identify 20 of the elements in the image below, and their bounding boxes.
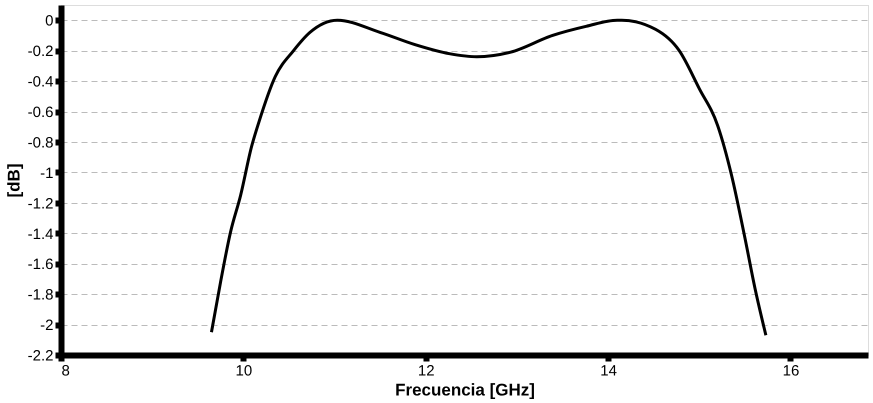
x-tick-label: 16 [782,362,800,380]
x-tick-label: 12 [418,362,435,380]
y-tick-label: -0.2 [28,43,54,60]
x-tick-label: 10 [236,362,252,380]
y-tick-label: -1 [40,164,54,182]
y-tick-label: -0.6 [28,104,54,122]
line-series [210,18,768,337]
y-tick-label: -1.2 [28,195,54,212]
y-tick-label: -1.8 [28,286,54,304]
y-tick-label: -0.8 [28,134,54,152]
x-tick-label: 14 [600,362,617,380]
y-tick-label: -2.2 [28,348,54,364]
y-tick-label: 0 [45,12,54,30]
x-axis-title: Frecuencia [GHz] [395,380,535,400]
y-tick-label: -0.4 [28,74,54,91]
y-tick-label: -2 [40,317,54,334]
x-tick-label: 8 [62,362,70,380]
y-tick-label: -1.4 [28,226,54,243]
y-tick-label: -1.6 [28,256,54,274]
y-axis-title: [dB] [4,164,24,198]
